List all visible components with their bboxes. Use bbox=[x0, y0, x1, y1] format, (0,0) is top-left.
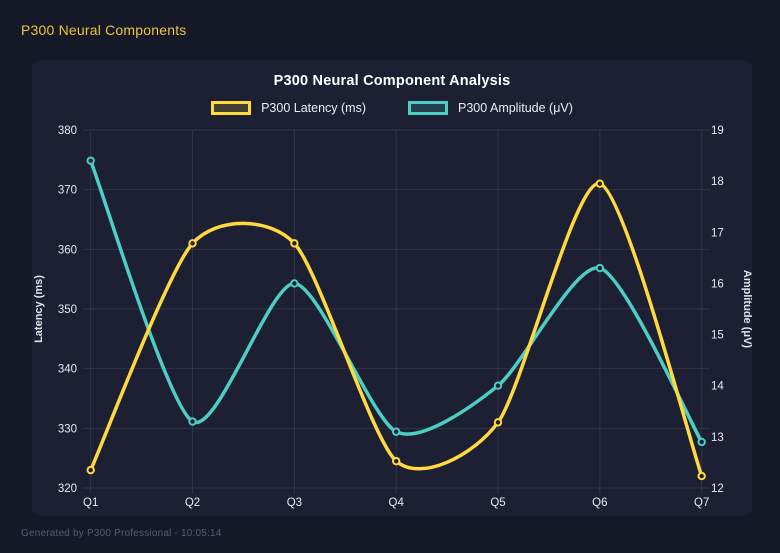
chart-canvas[interactable]: 380 370 360 350 340 330 320 19 18 17 16 15 14 13 12 Q1 Q… bbox=[32, 60, 752, 516]
right-axis-tick-label: 15 bbox=[711, 330, 724, 342]
data-point-amplitude[interactable] bbox=[86, 156, 95, 165]
footer-status: Generated by P300 Professional - 10:05:1… bbox=[21, 528, 222, 539]
left-axis-tick-label: 340 bbox=[58, 364, 77, 376]
left-axis-tick-label: 330 bbox=[58, 423, 77, 435]
right-axis-title: Amplitude (μV) bbox=[741, 270, 752, 349]
data-point-amplitude[interactable] bbox=[697, 437, 706, 447]
legend-swatch-icon bbox=[408, 101, 448, 115]
data-point-amplitude[interactable] bbox=[188, 417, 197, 426]
chart-panel: P300 Neural Component Analysis P300 Late… bbox=[32, 60, 752, 516]
x-axis-tick-label: Q5 bbox=[490, 497, 505, 509]
x-axis-tick-label: Q4 bbox=[389, 497, 405, 509]
data-point-latency[interactable] bbox=[697, 471, 706, 481]
left-axis-tick-label: 350 bbox=[58, 304, 77, 316]
left-axis-tick-label: 360 bbox=[58, 244, 77, 256]
x-axis-tick-label: Q3 bbox=[287, 497, 302, 509]
x-axis-tick-label: Q1 bbox=[83, 497, 98, 509]
left-axis-tick-label: 320 bbox=[58, 483, 77, 495]
data-point-amplitude[interactable] bbox=[595, 263, 605, 273]
right-axis-tick-label: 14 bbox=[711, 381, 724, 393]
data-point-latency[interactable] bbox=[86, 465, 95, 475]
x-axis-tick-label: Q6 bbox=[592, 497, 607, 509]
page-title: P300 Neural Components bbox=[21, 22, 187, 38]
legend-label: P300 Latency (ms) bbox=[261, 101, 366, 115]
right-axis-tick-label: 17 bbox=[711, 227, 724, 239]
data-point-amplitude[interactable] bbox=[290, 279, 299, 288]
data-point-latency[interactable] bbox=[595, 179, 605, 188]
left-axis-tick-label: 380 bbox=[58, 125, 77, 137]
legend-swatch-icon bbox=[211, 101, 252, 115]
data-point-latency[interactable] bbox=[493, 418, 503, 427]
right-axis-tick-label: 19 bbox=[711, 125, 724, 137]
x-axis-tick-label: Q2 bbox=[185, 497, 200, 509]
data-point-amplitude[interactable] bbox=[391, 427, 401, 436]
chart-legend: P300 Latency (ms) P300 Amplitude (μV) bbox=[32, 101, 752, 115]
right-axis-tick-label: 13 bbox=[711, 432, 724, 444]
data-point-amplitude[interactable] bbox=[493, 381, 503, 390]
x-axis-tick-label: Q7 bbox=[694, 497, 709, 509]
right-axis-tick-label: 12 bbox=[711, 483, 724, 495]
right-axis-tick-label: 18 bbox=[711, 176, 724, 188]
legend-item-latency[interactable]: P300 Latency (ms) bbox=[211, 101, 366, 115]
legend-label: P300 Amplitude (μV) bbox=[458, 101, 573, 115]
left-axis-tick-label: 370 bbox=[58, 185, 77, 197]
data-point-latency[interactable] bbox=[391, 456, 401, 466]
right-axis-tick-label: 16 bbox=[711, 278, 724, 290]
legend-item-amplitude[interactable]: P300 Amplitude (μV) bbox=[408, 101, 573, 115]
data-point-latency[interactable] bbox=[188, 239, 197, 248]
data-point-latency[interactable] bbox=[290, 239, 299, 248]
chart-title: P300 Neural Component Analysis bbox=[273, 73, 511, 89]
left-axis-title: Latency (ms) bbox=[33, 275, 45, 343]
